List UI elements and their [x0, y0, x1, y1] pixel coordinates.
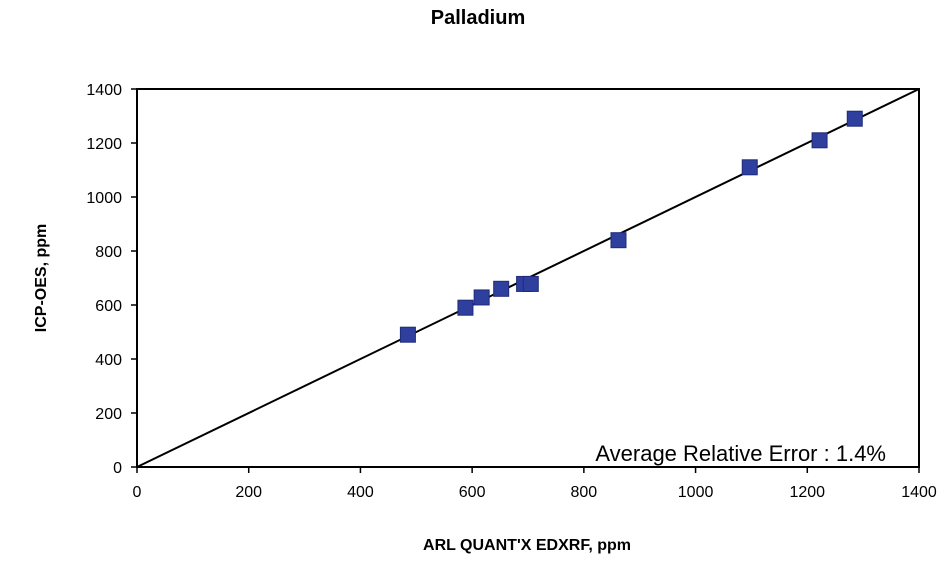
x-tick-label: 0: [133, 484, 142, 501]
x-tick-label: 1000: [678, 484, 714, 501]
data-point: [493, 280, 510, 297]
y-tick-label: 1200: [86, 136, 122, 153]
y-tick-label: 200: [95, 406, 122, 423]
data-point: [457, 299, 474, 316]
data-point: [399, 326, 416, 343]
y-tick-label: 400: [95, 352, 122, 369]
x-tick-label: 600: [459, 484, 486, 501]
x-tick-label: 200: [235, 484, 262, 501]
average-relative-error-annotation: Average Relative Error : 1.4%: [595, 441, 886, 466]
plot-frame: [136, 88, 920, 468]
y-axis-label: ICP-OES, ppm: [33, 224, 50, 332]
x-tick-label: 1200: [789, 484, 825, 501]
y-tick-label: 1000: [86, 190, 122, 207]
data-point: [473, 289, 490, 306]
x-tick-label: 1400: [901, 484, 937, 501]
y-tick-label: 800: [95, 244, 122, 261]
data-point: [610, 232, 627, 249]
y-tick-label: 600: [95, 298, 122, 315]
plot-area: 0 200 400 600 800 1000 1200 1400 0 200 400 600 800 10…: [86, 82, 936, 501]
data-point: [522, 275, 539, 292]
x-axis-label: ARL QUANT'X EDXRF, ppm: [423, 537, 631, 554]
data-point: [846, 110, 863, 127]
x-tick-label: 800: [571, 484, 598, 501]
y-tick-label: 0: [113, 460, 122, 477]
data-point: [741, 159, 758, 176]
y-tick-label: 1400: [86, 82, 122, 99]
data-point: [811, 132, 828, 149]
x-tick-label: 400: [347, 484, 374, 501]
chart-title: Palladium: [431, 7, 525, 29]
